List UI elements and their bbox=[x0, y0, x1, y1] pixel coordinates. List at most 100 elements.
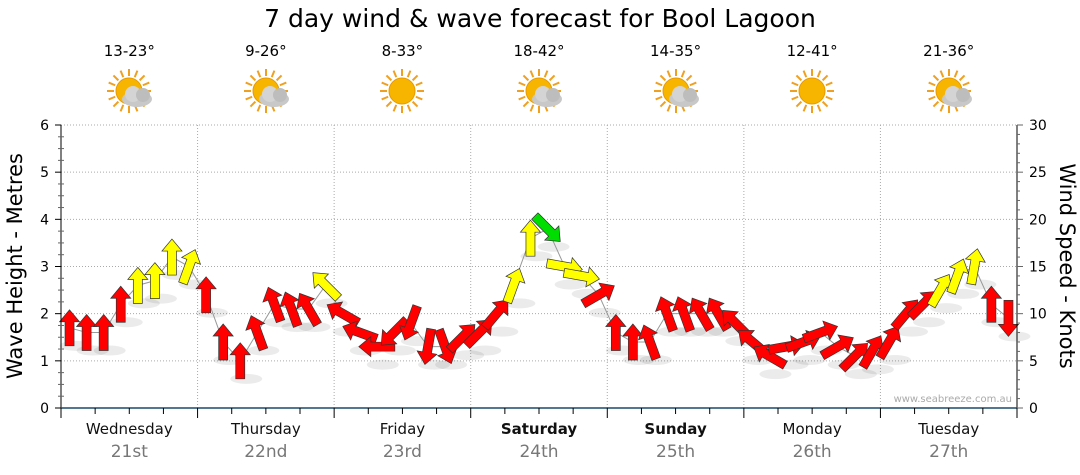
wind-arrow bbox=[997, 300, 1020, 337]
y-tick-right: 5 bbox=[1029, 354, 1038, 370]
arrow-shadow bbox=[144, 293, 177, 304]
arrow-shadow bbox=[639, 354, 672, 365]
arrow-shadow bbox=[998, 331, 1031, 342]
wind-arrow bbox=[326, 301, 361, 328]
arrow-shadow bbox=[435, 359, 468, 370]
y-tick-left: 0 bbox=[40, 401, 49, 417]
arrow-shadow bbox=[878, 354, 911, 365]
wind-arrow bbox=[58, 309, 81, 347]
sunny-icon bbox=[790, 69, 835, 113]
arrow-shadow bbox=[896, 326, 929, 337]
day-date: 21st bbox=[110, 442, 148, 462]
y-axis-label-right: Wind Speed - Knots bbox=[1055, 163, 1079, 368]
wind-arrow bbox=[279, 291, 303, 328]
axes: 0 1 2 3 4 5 6 0 5 10 15 20 25 30 bbox=[40, 118, 1047, 418]
wind-arrow bbox=[980, 285, 1003, 323]
day-date: 24th bbox=[519, 442, 559, 462]
arrow-shadow bbox=[759, 369, 792, 380]
wind-arrow bbox=[655, 296, 678, 333]
wind-arrow bbox=[875, 325, 902, 361]
day-name: Sunday bbox=[644, 420, 707, 438]
day-forecast: 8-33° bbox=[342, 42, 462, 116]
temperature-range: 9-26° bbox=[245, 42, 287, 60]
wind-arrow bbox=[92, 313, 115, 351]
day-name: Wednesday bbox=[85, 420, 173, 438]
arrow-shadow bbox=[93, 345, 126, 356]
wind-arrow bbox=[262, 286, 286, 324]
wind-arrow bbox=[964, 248, 986, 286]
y-tick-left: 4 bbox=[40, 212, 49, 228]
wind-arrow bbox=[637, 324, 661, 361]
day-forecast: 9-26° bbox=[206, 42, 326, 116]
wind-arrow bbox=[178, 249, 202, 286]
wind-arrow bbox=[245, 315, 269, 352]
wind-arrow bbox=[480, 299, 509, 331]
arrow-shadow bbox=[657, 326, 690, 337]
arrow-shadow bbox=[264, 317, 297, 328]
wind-arrow bbox=[296, 292, 322, 328]
y-tick-left: 3 bbox=[40, 260, 49, 276]
day-name: Thursday bbox=[230, 420, 301, 438]
wind-arrow bbox=[946, 258, 970, 295]
y-tick-right: 25 bbox=[1029, 165, 1047, 181]
wind-arrow bbox=[416, 327, 438, 365]
wind-arrows bbox=[58, 212, 1020, 380]
arrow-shadow bbox=[469, 345, 502, 356]
partly-cloudy-icon bbox=[653, 69, 699, 113]
temperature-range: 8-33° bbox=[381, 42, 424, 60]
wind-arrow bbox=[819, 334, 854, 361]
y-tick-right: 20 bbox=[1029, 212, 1047, 228]
wind-arrow bbox=[519, 219, 542, 257]
arrow-shadow bbox=[452, 350, 485, 361]
y-axis-label-left: Wave Height - Metres bbox=[3, 153, 27, 379]
arrow-shadow bbox=[247, 345, 280, 356]
watermark: www.seabreeze.com.au bbox=[894, 394, 1012, 405]
partly-cloudy-icon bbox=[107, 69, 153, 113]
day-forecast: 12-41° bbox=[752, 42, 872, 116]
arrow-shadow bbox=[930, 303, 963, 314]
day-name: Monday bbox=[782, 420, 842, 438]
sunny-icon bbox=[380, 69, 425, 113]
partly-cloudy-icon bbox=[243, 69, 289, 113]
temperature-range: 18-42° bbox=[513, 42, 565, 60]
arrow-shadow bbox=[554, 279, 587, 290]
wind-arrow bbox=[110, 285, 132, 323]
arrow-shadow bbox=[110, 317, 143, 328]
y-tick-right: 10 bbox=[1029, 307, 1047, 323]
wind-arrow bbox=[127, 266, 149, 304]
arrow-shadow bbox=[674, 326, 707, 337]
wind-arrow bbox=[531, 212, 561, 242]
wind-arrow bbox=[801, 320, 839, 344]
wind-arrow bbox=[229, 342, 251, 380]
y-tick-left: 5 bbox=[40, 165, 49, 181]
wind-arrow bbox=[562, 266, 600, 288]
arrow-shadow bbox=[793, 354, 826, 365]
arrow-shadow bbox=[230, 373, 263, 384]
y-tick-right: 30 bbox=[1029, 118, 1047, 134]
chart-title: 7 day wind & wave forecast for Bool Lago… bbox=[264, 4, 816, 33]
partly-cloudy-icon bbox=[517, 69, 562, 113]
day-date: 27th bbox=[929, 442, 969, 462]
wind-arrow bbox=[358, 335, 396, 358]
day-forecast: 21-36° bbox=[889, 42, 1009, 116]
wind-arrow bbox=[672, 296, 695, 333]
wind-arrow bbox=[580, 282, 615, 309]
y-tick-right: 0 bbox=[1029, 401, 1038, 417]
arrow-shadow bbox=[844, 369, 877, 380]
temperature-range: 13-23° bbox=[103, 42, 155, 60]
arrow-shadow bbox=[913, 317, 946, 328]
wind-arrow bbox=[398, 304, 422, 341]
arrow-shadow bbox=[366, 359, 399, 370]
arrow-shadow bbox=[861, 364, 894, 375]
day-name: Tuesday bbox=[918, 420, 980, 438]
y-tick-right: 15 bbox=[1029, 260, 1047, 276]
arrow-shadow bbox=[298, 321, 331, 332]
temperature-range: 12-41° bbox=[786, 42, 838, 60]
day-forecast: 13-23° bbox=[69, 42, 189, 116]
wind-arrow bbox=[380, 316, 411, 346]
wind-arrow bbox=[605, 313, 627, 351]
day-date: 26th bbox=[792, 442, 832, 462]
day-forecast: 14-35° bbox=[616, 42, 736, 116]
day-name: Friday bbox=[379, 420, 426, 438]
